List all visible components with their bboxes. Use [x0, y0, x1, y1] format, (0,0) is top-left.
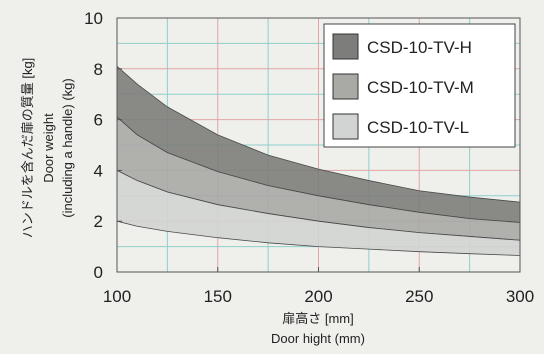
- legend-label-l: CSD-10-TV-L: [367, 118, 469, 137]
- legend-swatch-l: [332, 113, 359, 140]
- legend-swatch-h: [332, 33, 359, 60]
- x-tick-label: 250: [405, 287, 433, 306]
- x-tick-label: 100: [103, 287, 131, 306]
- y-tick-labels: 0 2 4 6 8 10: [84, 9, 122, 282]
- y-tick-label: 8: [94, 60, 103, 79]
- y-axis-label-jp: ハンドルを含んだ扉の質量 [kg]: [20, 58, 35, 239]
- x-axis-label-en: Door hight (mm): [271, 331, 365, 346]
- x-tick-label: 300: [506, 287, 534, 306]
- legend-label-m: CSD-10-TV-M: [367, 78, 474, 97]
- y-tick-label: 10: [84, 9, 103, 28]
- y-tick-label: 0: [94, 263, 103, 282]
- legend-label-h: CSD-10-TV-H: [367, 38, 472, 57]
- x-tick-labels: 100 150 200 250 300: [103, 267, 534, 306]
- legend-swatch-m: [332, 73, 359, 100]
- y-tick-label: 4: [94, 161, 103, 180]
- legend: CSD-10-TV-H CSD-10-TV-M CSD-10-TV-L: [323, 23, 516, 148]
- y-tick-label: 6: [94, 111, 103, 130]
- y-tick-label: 2: [94, 212, 103, 231]
- series-areas: [116, 65, 521, 256]
- x-axis-label-jp: 扉高さ [mm]: [282, 311, 354, 326]
- y-axis-label-en-1: Door weight: [41, 113, 56, 183]
- y-axis-label-en-2: (including a handle) (kg): [60, 78, 75, 217]
- x-tick-label: 150: [204, 287, 232, 306]
- x-tick-label: 200: [304, 287, 332, 306]
